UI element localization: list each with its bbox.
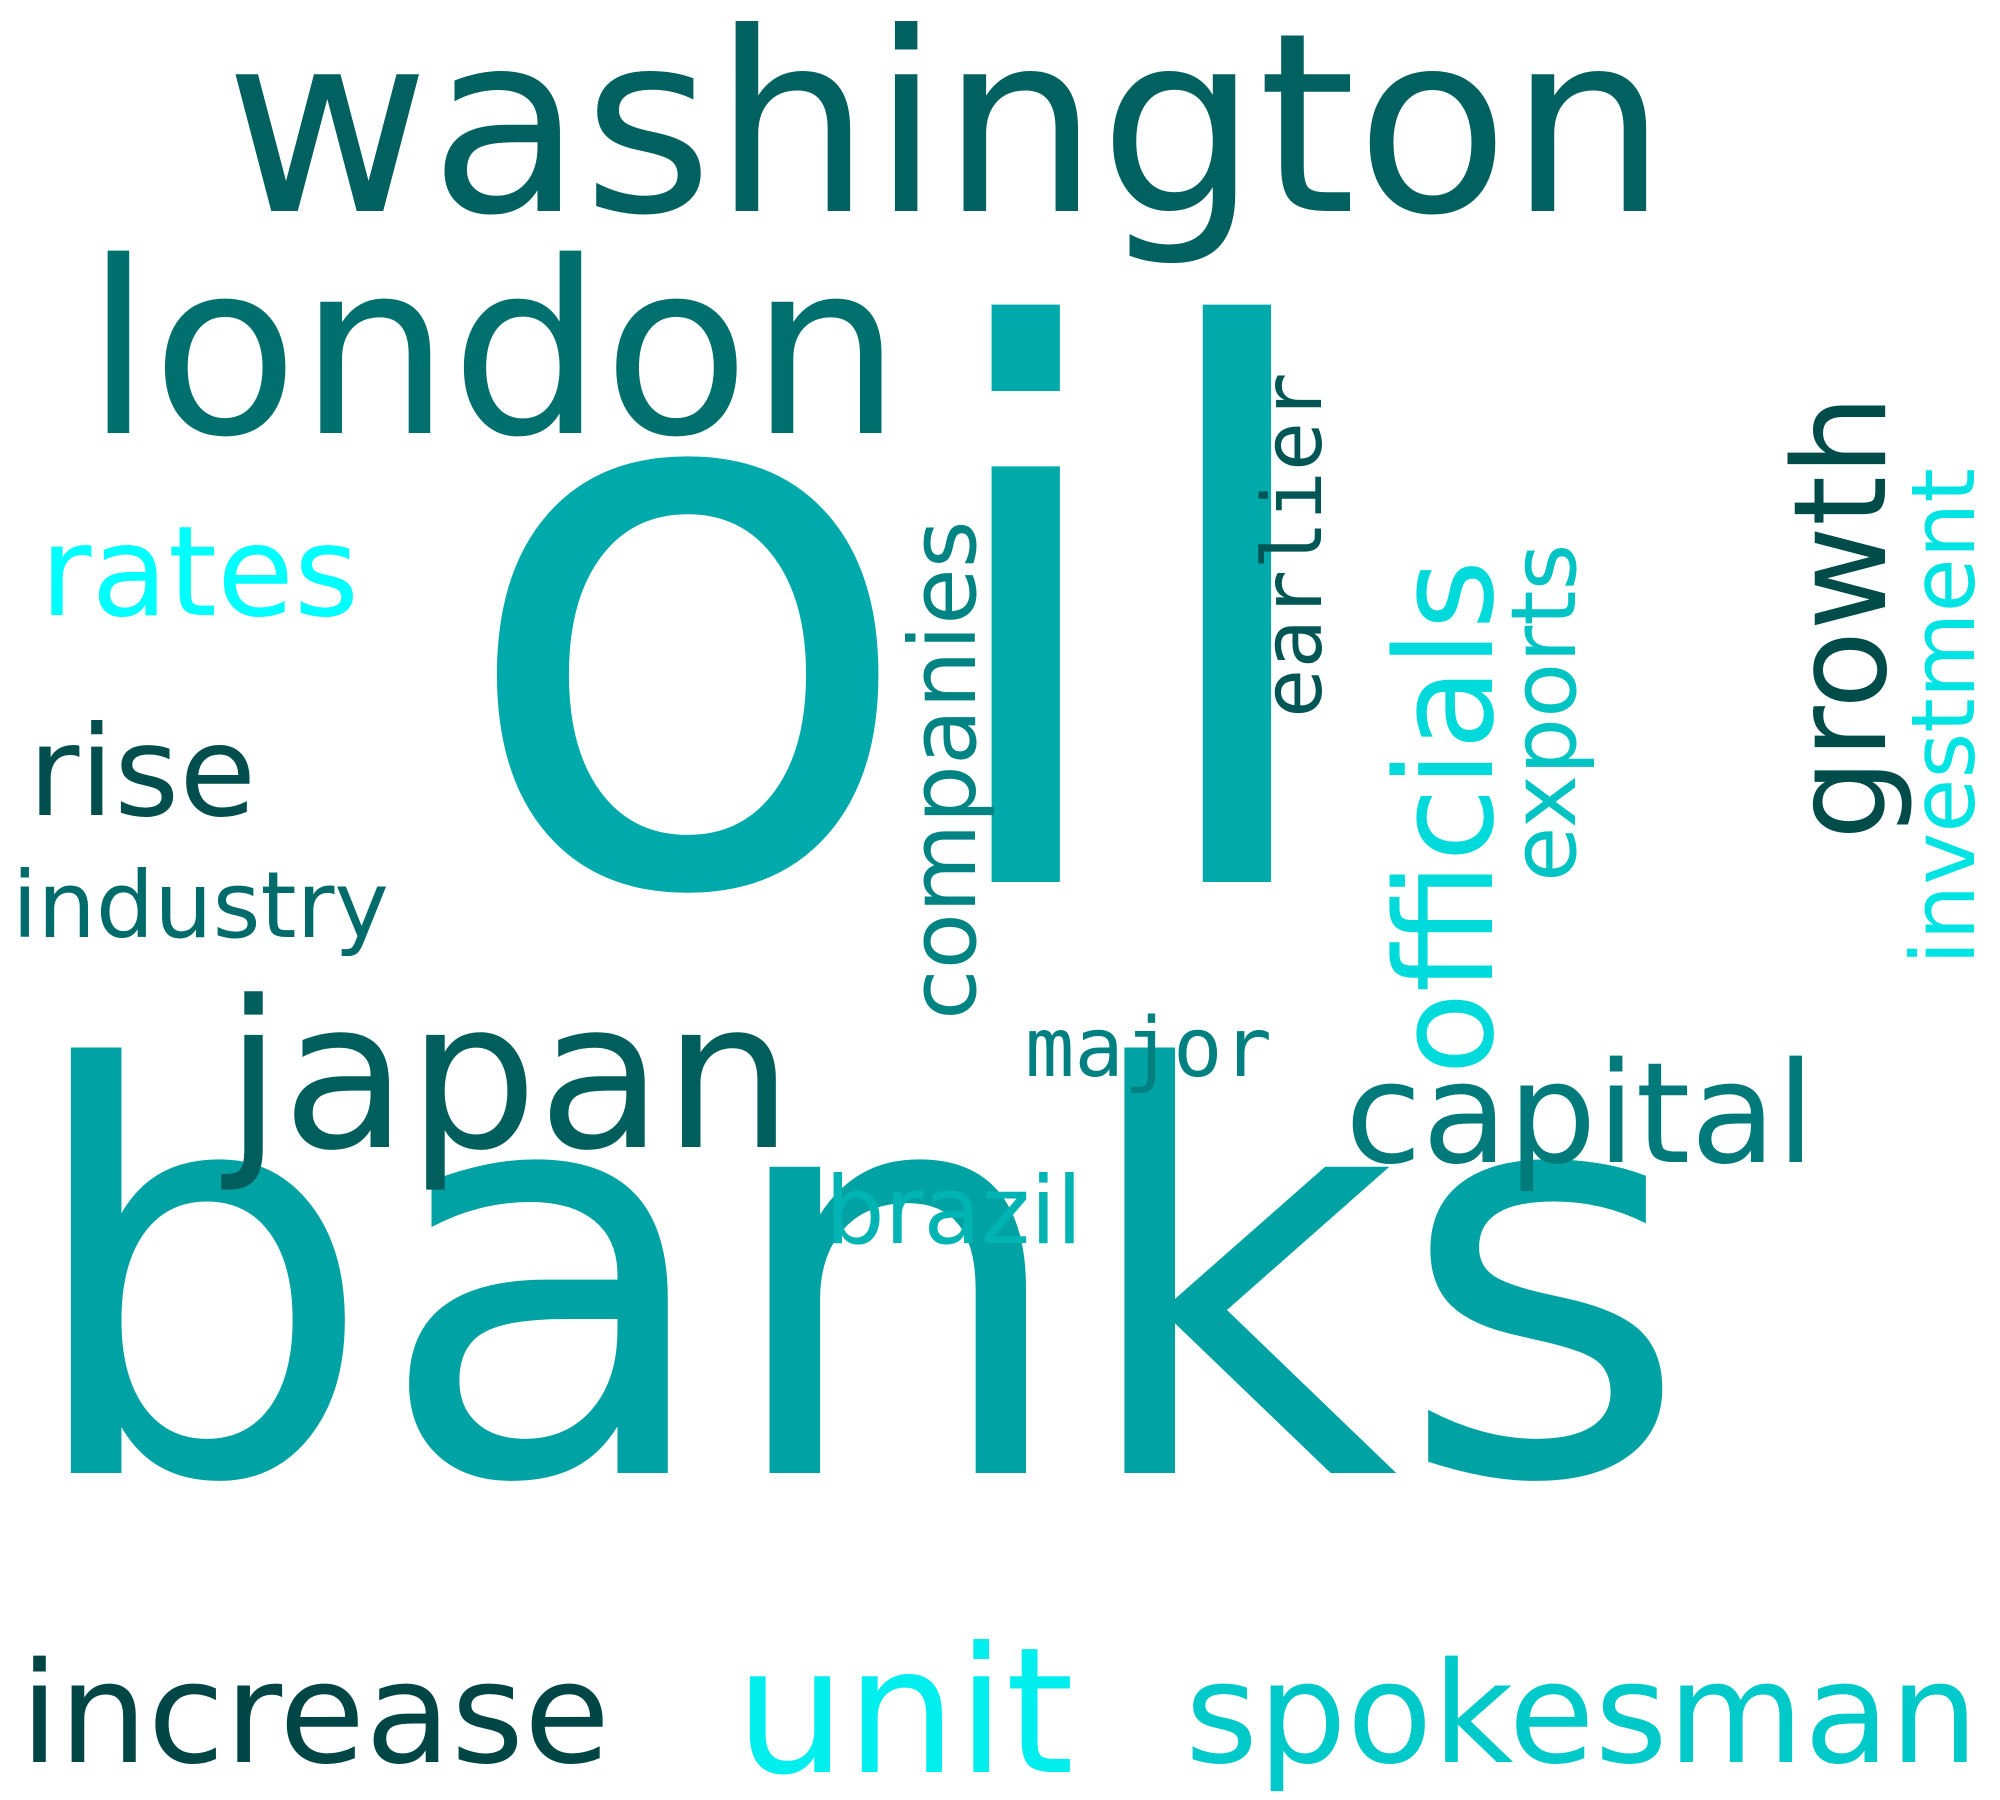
word-growth: growth: [1767, 394, 1916, 840]
word-capital: capital: [1345, 1033, 1816, 1196]
word-spokesman: spokesman: [1185, 1633, 1979, 1796]
word-japan: japan: [225, 958, 794, 1196]
word-rise: rise: [28, 700, 257, 845]
word-major: major: [1025, 1001, 1272, 1096]
word-brazil: brazil: [825, 1157, 1083, 1266]
word-rates: rates: [40, 500, 360, 645]
word-companies: companies: [890, 520, 997, 1020]
word-oil: oil: [455, 178, 1343, 1062]
word-industry: industry: [12, 852, 389, 959]
word-london: london: [85, 210, 902, 490]
word-earlier: earlier: [1246, 372, 1341, 718]
word-investment: investment: [1892, 468, 1995, 965]
word-washington: washington: [225, 0, 1668, 270]
word-banks: banks: [20, 954, 1690, 1606]
word-unit: unit: [735, 1611, 1075, 1800]
word-increase: increase: [20, 1633, 611, 1796]
word-exports: exports: [1492, 543, 1597, 882]
